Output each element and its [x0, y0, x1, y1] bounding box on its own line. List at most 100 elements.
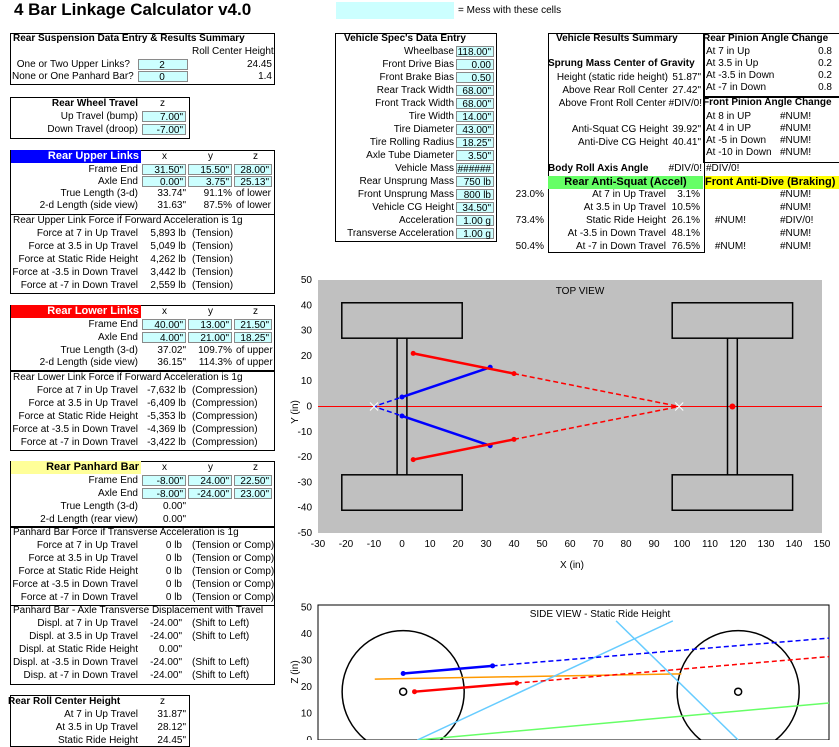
upper-axle-end-y[interactable]: 3.75"	[188, 176, 232, 188]
anti-squat-label: Static Ride Height	[585, 215, 666, 226]
y-tick-label: -30	[298, 477, 313, 488]
spec-input[interactable]: 43.00"	[456, 124, 494, 136]
link-point	[511, 436, 517, 442]
up-travel-input[interactable]: 7.00"	[142, 111, 186, 123]
y-tick-label: 50	[301, 275, 313, 286]
spec-label: Front Track Width	[375, 98, 454, 109]
anti-squat-line	[417, 702, 830, 740]
roll-center-header: Rear Roll Center Height	[8, 696, 121, 707]
upper-frame-end-y[interactable]: 15.50"	[188, 164, 232, 176]
rear-pinion-label: At -3.5 in Down	[706, 70, 775, 81]
lower-2d-length-label: 2-d Length (side view)	[39, 357, 138, 368]
axle-center	[398, 687, 408, 696]
panhard-force-value: 0 lb	[165, 579, 182, 590]
upper-frame-end-x[interactable]: 31.50"	[142, 164, 186, 176]
x-tick-label: -10	[367, 539, 382, 550]
down-travel-input[interactable]: -7.00"	[142, 124, 186, 136]
lower-force-value: -5,353 lb	[147, 411, 186, 422]
spec-input[interactable]: 68.00"	[456, 85, 494, 97]
panhard-axle-end-y[interactable]: -24.00"	[188, 488, 232, 500]
upper-col-y: y	[208, 151, 213, 162]
panhard-disp-note: (Shift to Left)	[192, 657, 250, 668]
panhard-frame-end-y[interactable]: 24.00"	[188, 475, 232, 487]
rear-pinion-label: At -7 in Down	[706, 82, 767, 93]
upper-force-value: 2,559 lb	[150, 280, 186, 291]
lower-axle-end-x[interactable]: 4.00"	[142, 332, 186, 344]
legend-swatch	[336, 2, 454, 19]
spec-label: Rear Track Width	[376, 85, 454, 96]
spec-input[interactable]: 18.25"	[456, 137, 494, 149]
upper-true-length-label: True Length (3-d)	[60, 188, 138, 199]
lower-force-note: (Compression)	[192, 398, 258, 409]
lower-frame-end-y[interactable]: 13.00"	[188, 319, 232, 331]
y-tick-label: 10	[301, 709, 313, 720]
lower-force-value: -7,632 lb	[147, 385, 186, 396]
spec-input[interactable]: 3.50"	[456, 150, 494, 162]
acceleration-pct: 73.4%	[515, 215, 544, 226]
panhard-col-y: y	[208, 462, 213, 473]
upper-axle-end-x[interactable]: 0.00"	[142, 176, 186, 188]
spec-input[interactable]: ######	[456, 163, 494, 175]
lower-2d-length-pct: 114.3%	[198, 357, 232, 368]
y-tick-label: 30	[301, 656, 313, 667]
front-unsprung-pct: 23.0%	[515, 189, 544, 200]
top-view-title: TOP VIEW	[556, 286, 605, 297]
spec-input[interactable]: 0.00	[456, 59, 494, 71]
panhard-disp-value: -24.00"	[150, 631, 182, 642]
panhard-true-length-value: 0.00"	[162, 501, 186, 512]
upper-axle-end-z[interactable]: 25.13"	[234, 176, 272, 188]
spec-input[interactable]: 750 lb	[456, 176, 494, 188]
panhard-disp-value: -24.00"	[150, 670, 182, 681]
upper-true-length-note: of lower	[236, 188, 272, 199]
lower-links-box	[10, 305, 275, 371]
spec-input[interactable]: 800 lb	[456, 189, 494, 201]
spec-label: Wheelbase	[403, 46, 454, 57]
x-tick-label: 140	[786, 539, 803, 550]
anti-squat-value: 76.5%	[671, 241, 700, 252]
instant-center-marker	[369, 402, 379, 411]
panhard-frame-end-label: Frame End	[88, 475, 138, 486]
panhard-force-label: Force at -3.5 in Down Travel	[12, 579, 138, 590]
lower-col-z: z	[253, 306, 258, 317]
panhard-disp-value: -24.00"	[150, 618, 182, 629]
upper-2d-length-value: 31.63"	[157, 200, 186, 211]
tire	[341, 474, 463, 511]
body-roll-axis-label: Body Roll Axis Angle	[548, 163, 649, 174]
front-pinion-label: At 4 in UP	[706, 123, 752, 134]
upper-axle-end-label: Axle End	[97, 176, 138, 187]
panhard-frame-end-x[interactable]: -8.00"	[142, 475, 186, 487]
lower-true-length-note: of upper	[236, 345, 273, 356]
panhard-axle-end-x[interactable]: -8.00"	[142, 488, 186, 500]
spec-input[interactable]: 0.50	[456, 72, 494, 84]
panhard-count-input[interactable]: 0	[138, 71, 188, 83]
spec-label: Front Drive Bias	[382, 59, 454, 70]
lower-frame-end-z[interactable]: 21.50"	[234, 319, 272, 331]
lower-frame-end-x[interactable]: 40.00"	[142, 319, 186, 331]
lower-axle-end-y[interactable]: 21.00"	[188, 332, 232, 344]
panhard-disp-note: (Shift to Left)	[192, 631, 250, 642]
spec-input[interactable]: 1.00 g	[456, 228, 494, 240]
x-tick-label: 40	[508, 539, 520, 550]
lower-axle-end-z[interactable]: 18.25"	[234, 332, 272, 344]
tire	[671, 302, 794, 339]
spec-input[interactable]: 14.00"	[456, 111, 494, 123]
upper-force-value: 4,262 lb	[150, 254, 186, 265]
upper-links-count-input[interactable]: 2	[138, 59, 188, 71]
x-tick-label: 120	[730, 539, 747, 550]
front-pinion-label: At 8 in UP	[706, 111, 752, 122]
spec-input[interactable]: 118.00"	[456, 46, 494, 58]
x-tick-label: 90	[648, 539, 660, 550]
front-pinion-label: At -10 in Down	[706, 147, 772, 158]
spec-input[interactable]: 34.50"	[456, 202, 494, 214]
panhard-col-z: z	[253, 462, 258, 473]
spec-input[interactable]: 1.00 g	[456, 215, 494, 227]
sprung-label: Height (static ride height)	[556, 72, 668, 83]
spec-input[interactable]: 68.00"	[456, 98, 494, 110]
spec-label: Tire Rolling Radius	[369, 137, 454, 148]
y-tick-label: 20	[301, 351, 313, 362]
upper-link	[401, 366, 491, 399]
upper-link-projection	[492, 637, 830, 667]
upper-frame-end-z[interactable]: 28.00"	[234, 164, 272, 176]
panhard-frame-end-z[interactable]: 22.50"	[234, 475, 272, 487]
panhard-axle-end-z[interactable]: 23.00"	[234, 488, 272, 500]
